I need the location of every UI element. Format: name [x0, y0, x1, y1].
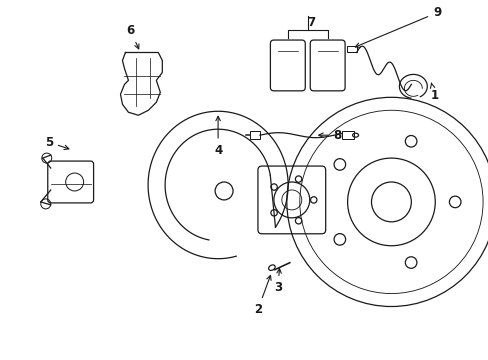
Text: 8: 8	[318, 129, 341, 142]
Text: 3: 3	[273, 269, 282, 294]
Text: 5: 5	[44, 136, 69, 149]
Text: 1: 1	[429, 83, 437, 102]
Bar	[346, 45, 356, 53]
Text: 7: 7	[307, 16, 315, 29]
Text: 6: 6	[126, 24, 139, 49]
Bar	[341, 131, 353, 139]
Text: 9: 9	[355, 6, 441, 47]
Bar	[249, 131, 260, 139]
Text: 4: 4	[214, 116, 222, 157]
Text: 2: 2	[253, 275, 270, 316]
